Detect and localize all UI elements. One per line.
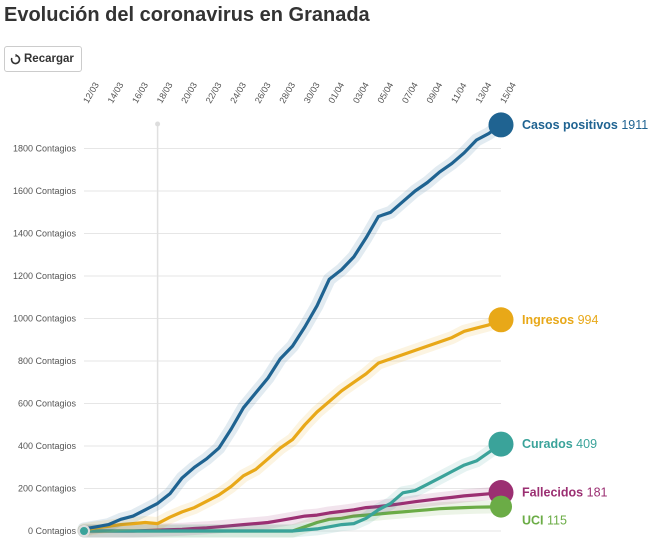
y-tick-label: 200 Contagios [18, 484, 77, 494]
series-value: 409 [573, 437, 597, 451]
x-tick-label: 12/03 [81, 80, 101, 105]
y-tick-label: 0 Contagios [28, 526, 77, 536]
x-tick-label: 30/03 [302, 80, 322, 105]
y-tick-label: 1000 Contagios [13, 314, 77, 324]
series-label: Fallecidos 181 [522, 486, 608, 500]
x-tick-label: 28/03 [277, 80, 297, 105]
x-tick-label: 16/03 [130, 80, 150, 105]
series-label: Curados 409 [522, 437, 597, 451]
x-tick-label: 26/03 [253, 80, 273, 105]
series-end-dot [490, 495, 512, 518]
series-end-dot [488, 112, 514, 138]
x-tick-label: 01/04 [326, 80, 346, 105]
reload-button[interactable]: Recargar [4, 46, 82, 72]
y-tick-label: 1600 Contagios [13, 186, 77, 196]
series-value: 994 [574, 313, 598, 327]
series-line [82, 318, 503, 532]
x-tick-label: 24/03 [228, 80, 248, 105]
y-tick-label: 400 Contagios [18, 441, 77, 451]
series-label: UCI 115 [522, 514, 567, 528]
series-line [82, 123, 503, 531]
y-tick-label: 1400 Contagios [13, 229, 77, 239]
y-tick-label: 800 Contagios [18, 356, 77, 366]
series-name: UCI [522, 514, 544, 528]
y-tick-label: 1200 Contagios [13, 271, 77, 281]
x-tick-label: 05/04 [375, 80, 395, 105]
x-tick-label: 13/04 [474, 80, 494, 105]
series-halo [77, 118, 508, 536]
series-label: Casos positivos 1911 [522, 118, 648, 132]
series-name: Curados [522, 437, 573, 451]
series-end-dot [488, 431, 514, 457]
x-tick-label: 20/03 [179, 80, 199, 105]
series-value: 115 [544, 514, 567, 528]
y-tick-label: 1800 Contagios [13, 144, 77, 154]
x-tick-label: 03/04 [351, 80, 371, 105]
series-name: Fallecidos [522, 486, 583, 500]
page-title: Evolución del coronavirus en Granada [4, 4, 370, 26]
start-marker [78, 525, 90, 537]
series-name: Ingresos [522, 313, 574, 327]
y-tick-label: 600 Contagios [18, 399, 77, 409]
series-end-dot [488, 307, 514, 333]
reload-icon [10, 53, 21, 65]
x-tick-label: 11/04 [449, 81, 469, 105]
series-value: 181 [583, 486, 607, 500]
series-line [82, 442, 503, 533]
series-value: 1911 [618, 118, 648, 132]
x-tick-label: 22/03 [204, 80, 224, 105]
x-tick-label: 09/04 [424, 80, 444, 105]
x-tick-label: 15/04 [498, 80, 518, 105]
reload-button-label: Recargar [24, 53, 74, 65]
series-name: Casos positivos [522, 118, 618, 132]
series-label: Ingresos 994 [522, 313, 598, 327]
reference-marker [155, 121, 161, 127]
x-tick-label: 07/04 [400, 80, 420, 105]
x-tick-label: 18/03 [155, 80, 175, 105]
x-tick-label: 14/03 [106, 80, 126, 105]
